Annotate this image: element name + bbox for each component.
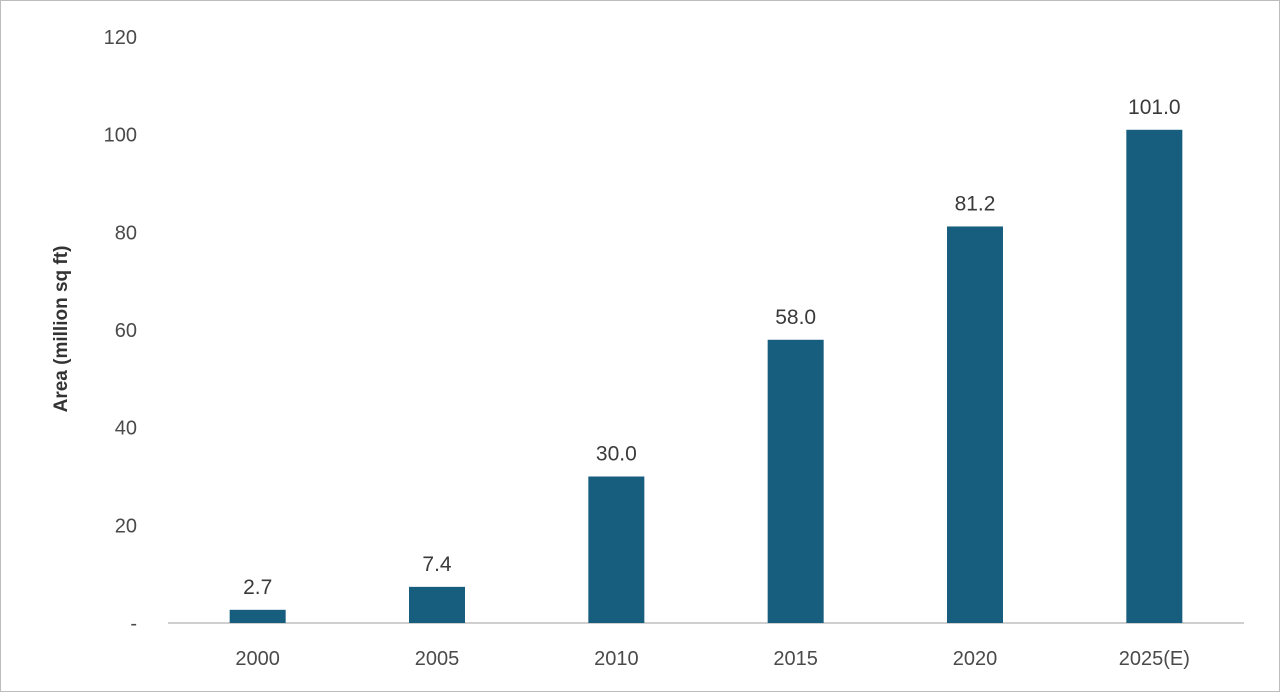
bars-group <box>229 129 1183 624</box>
y-tick-label: 80 <box>115 222 137 244</box>
x-tick-label: 2025(E) <box>1119 648 1190 670</box>
bar-2020 <box>947 226 1003 623</box>
data-label: 58.0 <box>775 306 816 329</box>
bar-2000 <box>229 609 286 623</box>
x-tick-label: 2020 <box>953 648 998 670</box>
data-label: 2.7 <box>243 576 272 599</box>
bar-2010 <box>588 476 645 623</box>
y-tick-label: 60 <box>115 320 137 342</box>
y-tick-label: 100 <box>104 125 137 147</box>
data-label: 81.2 <box>955 192 996 215</box>
x-tick-label: 2010 <box>594 648 639 670</box>
y-tick-label: - <box>130 613 137 635</box>
x-tick-label: 2005 <box>415 648 460 670</box>
data-label: 7.4 <box>422 553 452 576</box>
x-tick-label: 2015 <box>773 648 818 670</box>
data-labels-group: 2.7 7.4 30.0 58.0 81.2 101.0 <box>243 96 1181 599</box>
data-label: 101.0 <box>1128 96 1181 119</box>
y-tick-label: 20 <box>115 515 137 537</box>
bar-2005 <box>409 586 465 623</box>
y-axis-title-group: Area (million sq ft) <box>51 246 72 413</box>
bar-2025e <box>1126 129 1183 624</box>
y-tick-label: 40 <box>115 418 137 440</box>
y-axis-title: Area (million sq ft) <box>51 246 72 413</box>
bar-2015 <box>767 339 824 623</box>
data-label: 30.0 <box>596 443 637 466</box>
x-axis-labels: 2000 2005 2010 2015 2020 2025(E) <box>235 648 1189 670</box>
y-tick-label: 120 <box>104 27 137 49</box>
y-axis-ticks: - 20 40 60 80 100 120 <box>104 27 137 635</box>
x-tick-label: 2000 <box>235 648 280 670</box>
